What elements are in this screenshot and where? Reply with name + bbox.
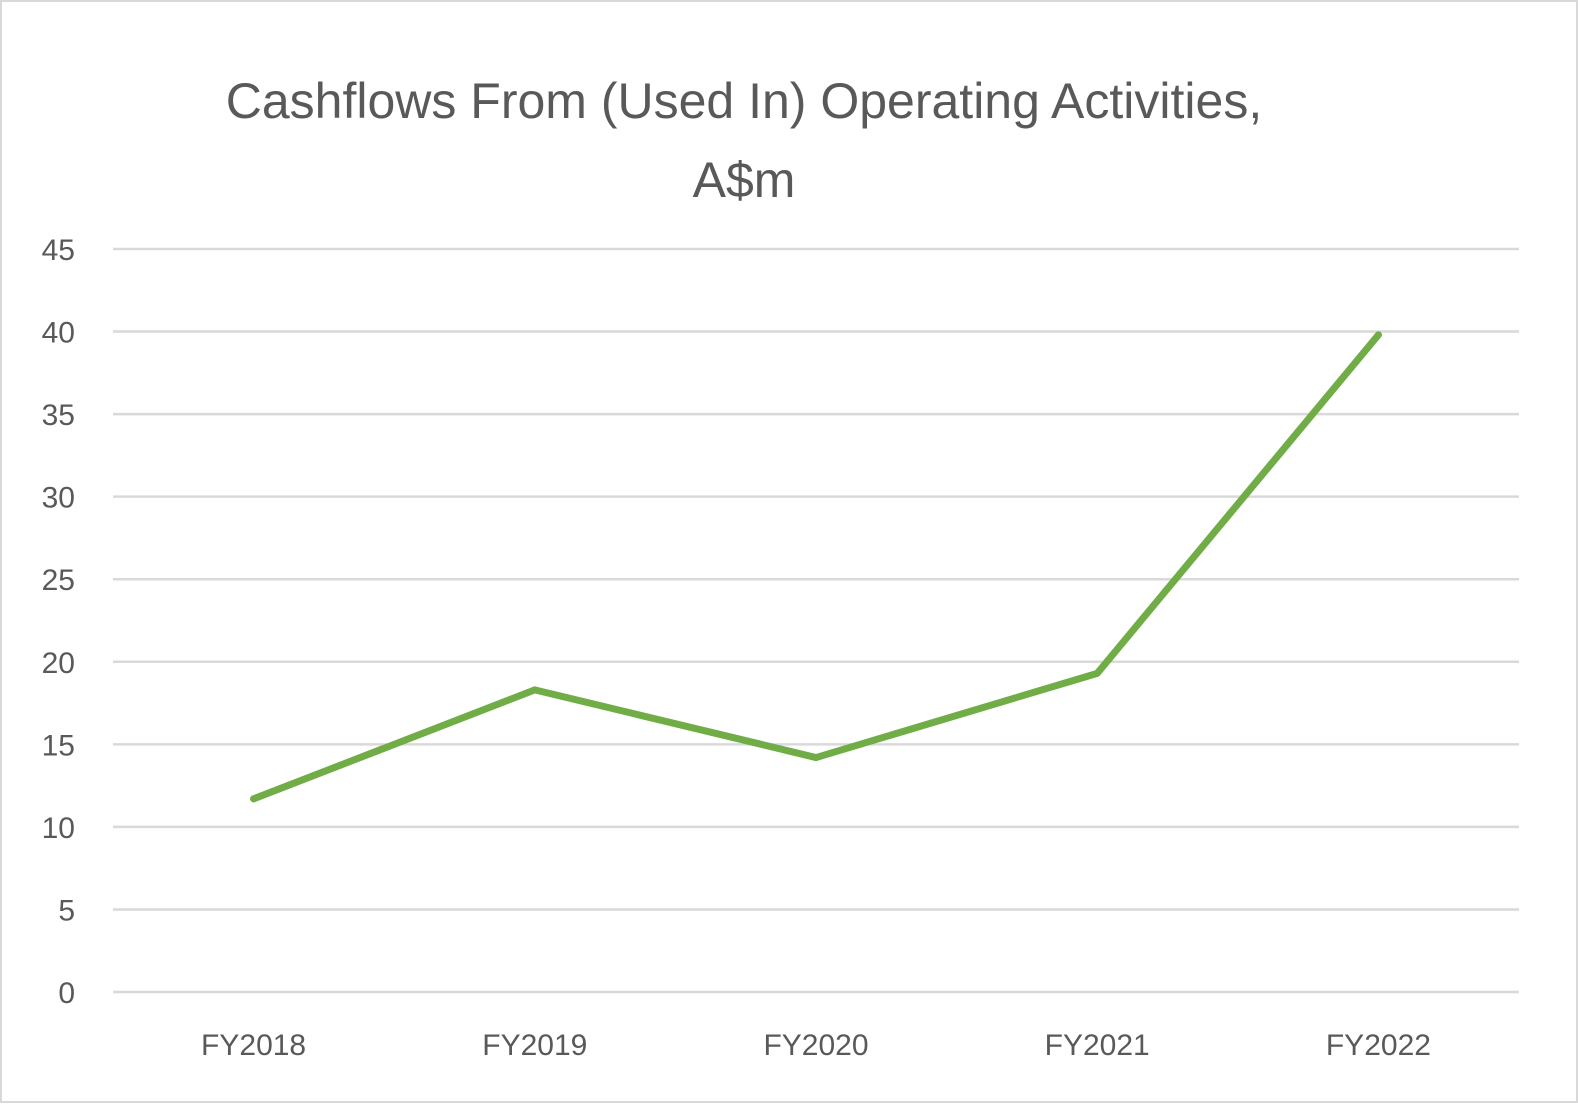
y-tick-label: 45 xyxy=(42,234,75,267)
x-tick-label: FY2020 xyxy=(763,1029,868,1062)
chart-title: Cashflows From (Used In) Operating Activ… xyxy=(226,73,1262,129)
y-axis-ticks: 0 5 10 15 20 25 30 35 40 45 xyxy=(42,234,75,1010)
y-tick-label: 35 xyxy=(42,399,75,432)
y-tick-label: 40 xyxy=(42,317,75,350)
y-tick-label: 0 xyxy=(58,977,75,1010)
y-tick-label: 10 xyxy=(42,812,75,845)
x-tick-label: FY2018 xyxy=(201,1029,306,1062)
chart-subtitle: A$m xyxy=(693,152,796,208)
y-tick-label: 25 xyxy=(42,564,75,597)
data-point xyxy=(812,754,820,762)
y-tick-label: 20 xyxy=(42,647,75,680)
gridlines xyxy=(113,247,1519,994)
data-point xyxy=(250,795,258,803)
data-point xyxy=(531,686,539,694)
data-point xyxy=(1093,669,1101,677)
y-tick-label: 30 xyxy=(42,482,75,515)
x-axis-ticks: FY2018 FY2019 FY2020 FY2021 FY2022 xyxy=(201,1029,1431,1062)
data-point xyxy=(1374,331,1382,339)
series-layer xyxy=(250,331,1382,803)
y-tick-label: 5 xyxy=(58,894,75,927)
x-tick-label: FY2021 xyxy=(1045,1029,1150,1062)
series-line xyxy=(250,331,1382,803)
x-tick-label: FY2019 xyxy=(482,1029,587,1062)
x-tick-label: FY2022 xyxy=(1326,1029,1431,1062)
y-tick-label: 15 xyxy=(42,729,75,762)
